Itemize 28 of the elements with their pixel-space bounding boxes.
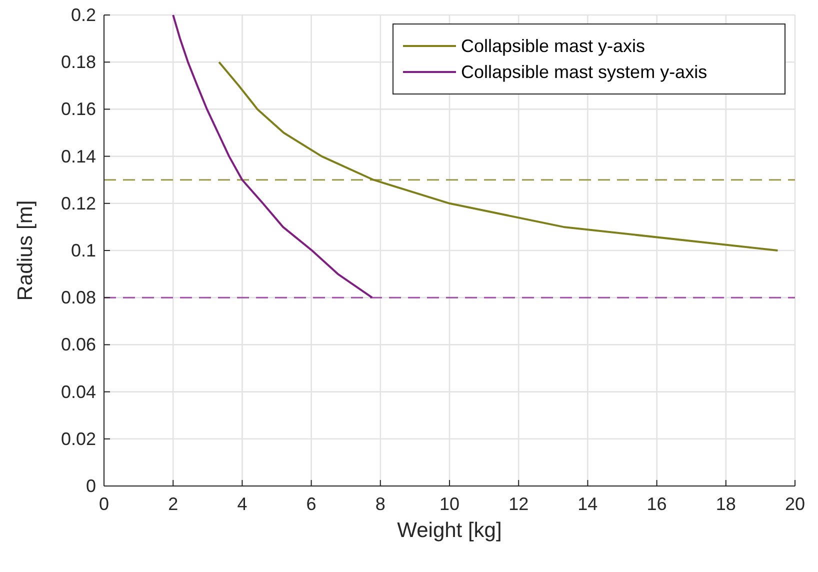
x-tick-label: 4 — [237, 494, 248, 514]
x-tick-label: 2 — [168, 494, 178, 514]
x-tick-label: 16 — [646, 494, 667, 514]
x-axis-title: Weight [kg] — [397, 519, 502, 542]
y-axis-title: Radius [m] — [14, 200, 37, 301]
y-tick-label: 0 — [86, 476, 96, 496]
y-tick-label: 0.1 — [70, 240, 96, 260]
x-tick-label: 18 — [716, 494, 736, 514]
x-tick-label: 6 — [306, 494, 316, 514]
y-tick-label: 0.08 — [60, 288, 96, 308]
line-series — [172, 14, 374, 299]
x-tick-label: 12 — [508, 494, 529, 514]
x-tick-label: 14 — [578, 494, 598, 514]
legend-label: Collapsible mast system y-axis — [461, 62, 708, 82]
legend-label: Collapsible mast y-axis — [461, 36, 646, 56]
line-series — [218, 61, 779, 252]
y-tick-label: 0.06 — [60, 334, 96, 355]
y-tick-label: 0.14 — [60, 146, 96, 166]
y-tick-label: 0.02 — [60, 428, 96, 449]
y-tick-label: 0.16 — [60, 99, 96, 120]
x-tick-label: 20 — [784, 494, 806, 514]
y-tick-label: 0.12 — [60, 193, 96, 214]
y-tick-label: 0.2 — [70, 5, 96, 25]
y-tick-label: 0.04 — [60, 382, 96, 402]
x-tick-label: 8 — [375, 494, 386, 514]
x-tick-label: 0 — [98, 494, 110, 514]
x-tick-label: 10 — [439, 494, 460, 514]
y-tick-label: 0.18 — [60, 52, 96, 72]
